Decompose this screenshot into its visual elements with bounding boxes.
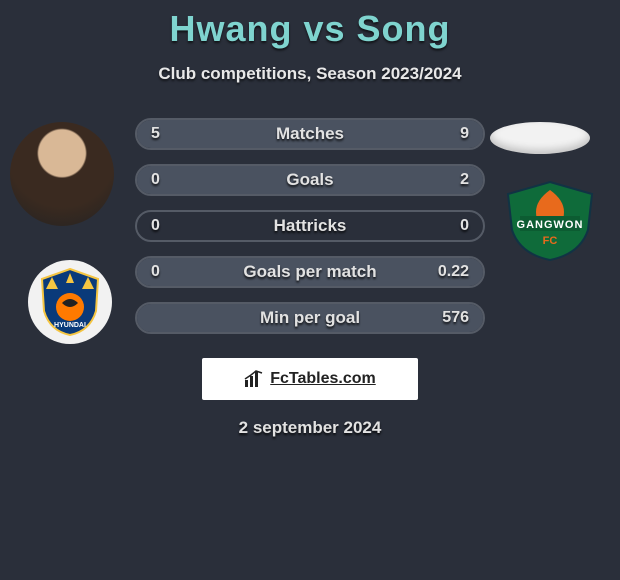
stat-value-right: 0	[460, 212, 469, 240]
stat-row-goals-per-match: 0 Goals per match 0.22	[135, 256, 485, 288]
stat-label: Min per goal	[137, 304, 483, 332]
chart-icon	[244, 370, 264, 388]
stat-value-right: 2	[460, 166, 469, 194]
stat-row-matches: 5 Matches 9	[135, 118, 485, 150]
stat-row-goals: 0 Goals 2	[135, 164, 485, 196]
stat-label: Goals	[137, 166, 483, 194]
stat-row-hattricks: 0 Hattricks 0	[135, 210, 485, 242]
stat-value-right: 0.22	[438, 258, 469, 286]
brand-link[interactable]: FcTables.com	[202, 358, 418, 400]
stat-value-right: 576	[442, 304, 469, 332]
brand-text: FcTables.com	[270, 370, 376, 388]
stat-label: Goals per match	[137, 258, 483, 286]
page-title: Hwang vs Song	[0, 0, 620, 50]
subtitle: Club competitions, Season 2023/2024	[0, 64, 620, 84]
stat-label: Matches	[137, 120, 483, 148]
stat-label: Hattricks	[137, 212, 483, 240]
date-text: 2 september 2024	[0, 418, 620, 438]
stat-row-min-per-goal: Min per goal 576	[135, 302, 485, 334]
stat-value-right: 9	[460, 120, 469, 148]
stats-area: 5 Matches 9 0 Goals 2 0 Hattricks 0 0 Go…	[0, 118, 620, 348]
